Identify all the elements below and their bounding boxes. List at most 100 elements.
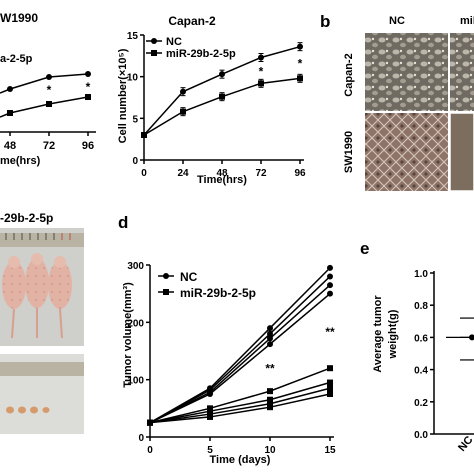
chart-legend: NC miR-29b-2-5p	[158, 270, 256, 300]
x-tick-label: 0	[141, 168, 147, 179]
panel-a-left-legend-fragment: a-2-5p	[0, 53, 33, 65]
data-point-square	[219, 93, 225, 100]
x-tick-label: 15	[324, 445, 336, 456]
photo-ruler-bottom	[0, 362, 84, 376]
data-point-square	[327, 365, 333, 372]
column-label-nc: NC	[389, 15, 405, 27]
data-point-square	[180, 108, 186, 115]
data-point-square	[297, 75, 303, 82]
capan2-growth-chart: Capan-2 Cell number(×10⁵) Time(hrs) NC m…	[117, 14, 306, 186]
legend-marker-nc	[163, 273, 169, 279]
panel-a-left: W1990 a-2-5p 48 72 96 me(hrs) * *	[0, 11, 96, 167]
data-point	[7, 86, 13, 92]
chart-title: Capan-2	[168, 14, 216, 28]
data-point-circle	[219, 71, 225, 78]
y-tick-label: 10	[127, 73, 139, 84]
mean-marker	[469, 334, 474, 341]
mice-silhouettes	[2, 253, 72, 339]
significance-annotation: *	[298, 57, 303, 71]
y-tick-label: 0.2	[414, 398, 428, 409]
x-tick-label: 72	[255, 168, 267, 179]
chart-legend: NC miR-29b-2-5p	[146, 36, 236, 60]
weight-y-axis: 1.0 0.8 0.6 0.4 0.2 0.0	[414, 269, 474, 441]
data-point-circle	[267, 335, 273, 342]
y-tick-label: 0	[138, 433, 144, 444]
data-point-circle	[327, 264, 333, 271]
data-point	[46, 101, 52, 107]
data-point-square	[267, 400, 273, 407]
panel-letter-d: d	[118, 213, 128, 232]
chart-y-label-line2: weight(g)	[387, 309, 399, 359]
data-point-square	[327, 385, 333, 392]
data-point	[7, 110, 13, 116]
tumor-volume-chart: Tumor volume(mm³) Time (days) NC miR-29b…	[122, 261, 336, 466]
panel-a-left-nc-line	[0, 73, 89, 94]
data-point-circle	[297, 43, 303, 50]
data-point	[46, 74, 52, 80]
chart-x-label: Time (days)	[210, 454, 271, 466]
series-line	[149, 393, 331, 424]
chart-x-label: Time(hrs)	[197, 174, 247, 186]
series-line	[149, 284, 331, 424]
chart-y-label: Cell number(×10⁵)	[117, 48, 129, 143]
legend-marker-mir	[151, 50, 157, 56]
significance-annotation: **	[265, 362, 275, 376]
data-point-circle	[258, 54, 264, 61]
chart-y-label: Tumor volume(mm³)	[122, 282, 134, 388]
tumor-weight-chart: Average tumor weight(g) 1.0 0.8 0.6 0.4 0.2 0…	[372, 269, 474, 454]
panel-a-left-mir-line	[0, 96, 89, 118]
legend-label-nc: NC	[166, 36, 182, 48]
data-point-circle	[267, 330, 273, 337]
data-point-square	[267, 396, 273, 403]
significance-star: *	[47, 83, 52, 97]
series-line	[149, 293, 331, 424]
data-point-square	[147, 419, 153, 426]
x-tick-label: 96	[82, 140, 94, 152]
y-tick-label: 0.0	[414, 430, 428, 441]
column-label-mir: miR	[460, 15, 474, 27]
significance-annotation: *	[259, 64, 264, 78]
data-point-square	[267, 388, 273, 395]
data-point-square	[141, 132, 147, 138]
micrograph-capan2-mir	[450, 33, 474, 111]
data-point-circle	[180, 88, 186, 95]
series-line	[149, 275, 331, 424]
x-tick-label: 96	[294, 168, 306, 179]
row-label-sw1990: SW1990	[343, 131, 355, 173]
data-point	[85, 94, 91, 100]
x-tick-label: 5	[207, 445, 213, 456]
y-tick-label: 300	[127, 261, 144, 272]
y-tick-label: 100	[127, 376, 144, 387]
data-point-circle	[327, 290, 333, 297]
panel-c-title: -29b-2-5p	[0, 211, 53, 225]
x-tick-label: 48	[4, 140, 16, 152]
micrograph-sw1990-nc	[365, 113, 448, 191]
legend-label-mir: miR-29b-2-5p	[166, 48, 236, 60]
legend-label-nc: NC	[180, 270, 198, 284]
y-tick-label: 0	[132, 156, 138, 167]
panel-letter-e: e	[360, 239, 369, 258]
data-point-circle	[327, 282, 333, 289]
panel-a-left-title: W1990	[0, 11, 38, 25]
micrograph-sw1990-mir	[450, 113, 474, 191]
data-point-square	[327, 379, 333, 386]
series-line	[149, 381, 331, 424]
x-tick-label: 0	[147, 445, 153, 456]
x-tick-label: 10	[264, 445, 276, 456]
legend-label-mir: miR-29b-2-5p	[180, 286, 256, 300]
data-point-circle	[327, 273, 333, 280]
x-tick-label: 72	[43, 140, 55, 152]
data-point-circle	[267, 341, 273, 348]
significance-star: *	[86, 80, 91, 94]
row-label-capan2: Capan-2	[343, 53, 355, 96]
x-tick-label: 24	[177, 168, 189, 179]
y-tick-label: 0.4	[414, 366, 428, 377]
chart-y-label-line1: Average tumor	[372, 295, 384, 373]
legend-marker-mir	[163, 289, 169, 295]
x-tick-label: 48	[216, 168, 228, 179]
y-tick-label: 0.6	[414, 333, 428, 344]
ruler-ticks	[5, 233, 71, 240]
data-point-square	[258, 80, 264, 87]
legend-marker-nc	[151, 38, 157, 44]
